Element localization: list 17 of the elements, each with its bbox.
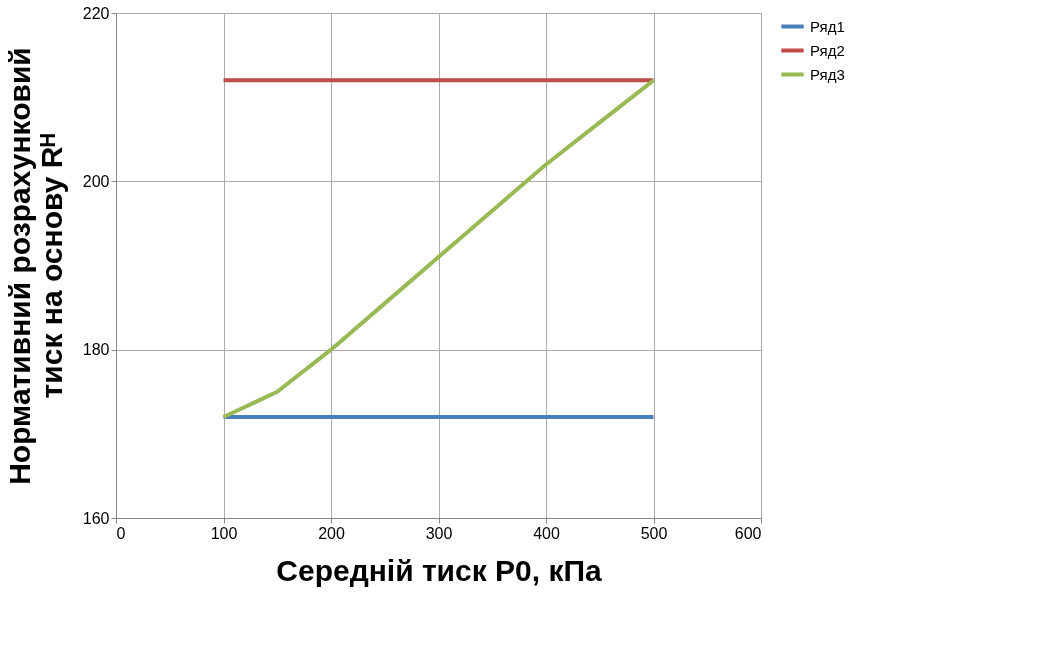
y-tick-label: 200 <box>82 172 110 190</box>
x-tick-label: 100 <box>210 524 238 542</box>
x-tick-label: 300 <box>425 524 453 542</box>
legend-label: Ряд2 <box>810 41 845 59</box>
x-tick-label: 500 <box>640 524 668 542</box>
y-tick-label: 220 <box>82 4 110 22</box>
y-tick-label: 160 <box>82 509 110 527</box>
x-tick-label: 200 <box>318 524 345 542</box>
y-axis-title: Нормативний розрахунковий тиск на основу Rᴴ <box>2 47 68 485</box>
legend-label: Ряд1 <box>810 17 845 35</box>
line-series <box>221 78 656 419</box>
x-axis-title: Середній тиск P0, кПа <box>276 553 603 587</box>
x-tick-label: 600 <box>734 524 762 542</box>
legend-label: Ряд3 <box>810 65 845 83</box>
y-tick-label: 180 <box>82 341 110 359</box>
x-tick-label: 0 <box>116 524 126 542</box>
x-tick-label: 400 <box>533 524 560 542</box>
